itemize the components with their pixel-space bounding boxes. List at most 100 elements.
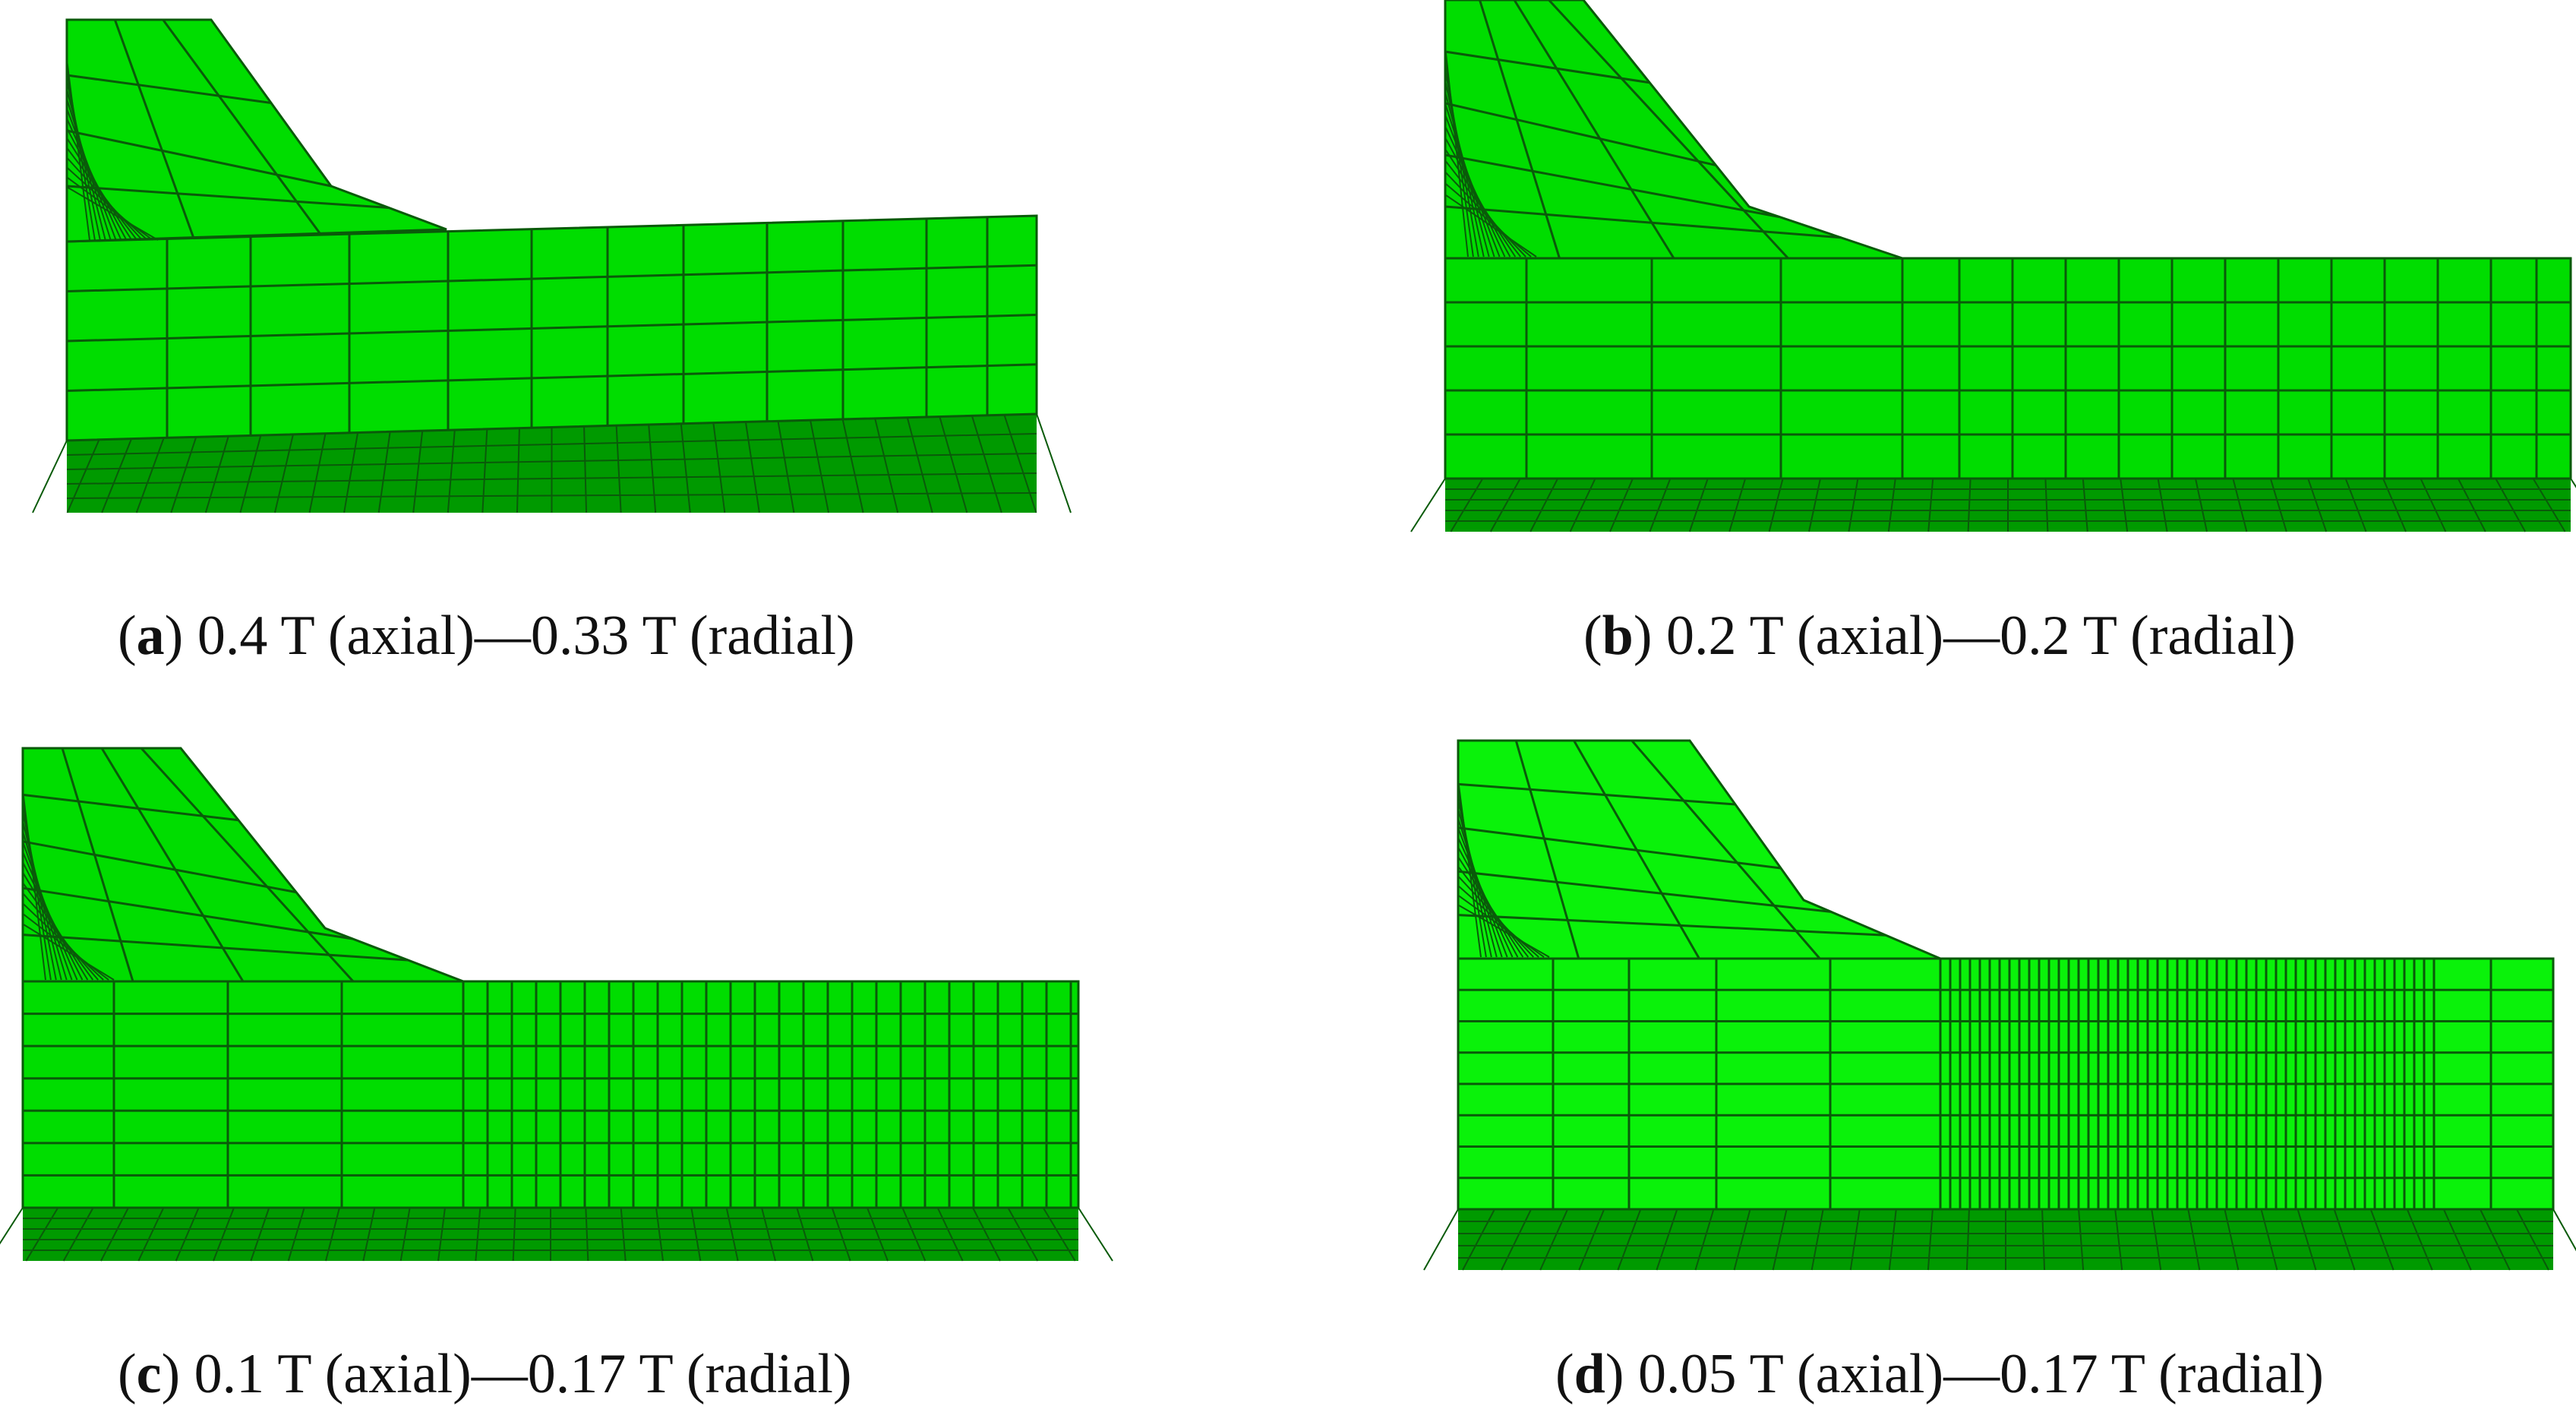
base-mesh-col bbox=[377, 431, 391, 513]
base-mesh-col bbox=[1728, 478, 1747, 532]
weld-mesh-row bbox=[1444, 50, 1650, 84]
base-plate-d bbox=[1423, 1208, 2576, 1271]
base-mesh-col bbox=[1501, 1208, 1533, 1271]
base-mesh-col bbox=[761, 1207, 776, 1262]
plate-mesh-row bbox=[66, 363, 1037, 392]
root-fan-line bbox=[22, 872, 89, 981]
root-fan-line bbox=[22, 902, 104, 981]
plate-mesh-row bbox=[66, 264, 1037, 292]
weld-mesh-col bbox=[113, 19, 195, 239]
base-mesh-col bbox=[32, 440, 68, 513]
weld-mesh-row bbox=[66, 185, 390, 209]
base-mesh-col bbox=[100, 1207, 129, 1262]
root-fan-line bbox=[66, 186, 159, 241]
base-mesh-col bbox=[2457, 478, 2486, 532]
base-mesh-col bbox=[0, 1207, 24, 1245]
base-mesh-col bbox=[137, 1207, 165, 1262]
root-fine-mesh-c bbox=[22, 790, 115, 981]
base-mesh-col bbox=[2114, 1208, 2123, 1271]
base-mesh-col bbox=[2157, 478, 2168, 532]
base-mesh-col bbox=[1887, 478, 1896, 532]
base-mesh-col bbox=[585, 1207, 589, 1262]
weld-wedge-fill-c bbox=[21, 747, 464, 983]
weld-wedge-fill-d bbox=[1457, 739, 1941, 960]
base-mesh-col bbox=[1489, 478, 1521, 532]
base-mesh-col bbox=[2552, 1208, 2576, 1252]
weld-wedge-fill-a bbox=[65, 18, 447, 243]
base-mesh-col bbox=[2420, 478, 2447, 532]
root-fan-line bbox=[22, 882, 94, 981]
base-mesh-col bbox=[2151, 1208, 2162, 1271]
root-fine-mesh-b bbox=[1444, 46, 1537, 257]
base-mesh-col bbox=[712, 422, 726, 513]
base-mesh-col bbox=[1772, 1208, 1788, 1271]
base-mesh-col bbox=[2344, 478, 2367, 532]
base-mesh-col bbox=[213, 1207, 235, 1262]
base-mesh-col bbox=[2406, 1208, 2433, 1271]
base-mesh-col bbox=[1768, 478, 1784, 532]
base-mesh-col bbox=[1848, 478, 1859, 532]
base-mesh-col bbox=[1423, 1208, 1459, 1271]
weld-mesh-col bbox=[61, 747, 134, 982]
base-mesh-col bbox=[620, 1207, 627, 1262]
weld-mesh-row bbox=[1457, 914, 1886, 937]
weld-mesh-col bbox=[1631, 740, 1821, 959]
caption-text-d: 0.05 T (axial)—0.17 T (radial) bbox=[1637, 1343, 2324, 1405]
weld-mesh-row bbox=[66, 129, 332, 188]
weld-mesh-col bbox=[1513, 0, 1675, 259]
weld-mesh-row bbox=[66, 74, 272, 104]
base-mesh-col bbox=[583, 426, 588, 513]
base-mesh-col bbox=[343, 432, 359, 513]
weld-mesh-col bbox=[140, 747, 355, 983]
root-fan-line bbox=[22, 923, 115, 981]
base-mesh-col bbox=[1617, 1208, 1642, 1271]
weld-mesh-col bbox=[1573, 740, 1700, 959]
root-fan-line bbox=[1457, 894, 1545, 958]
base-mesh-col bbox=[810, 419, 830, 513]
base-mesh-col bbox=[2570, 478, 2576, 488]
weld-mesh-row bbox=[1444, 205, 1842, 239]
base-mesh-col bbox=[2187, 1208, 2201, 1271]
base-mesh-col bbox=[66, 439, 100, 513]
base-mesh-col bbox=[512, 1207, 516, 1262]
root-fan-line bbox=[1457, 866, 1530, 958]
weld-mesh-row bbox=[22, 886, 353, 940]
weld-mesh-col bbox=[100, 747, 245, 982]
base-mesh-col bbox=[725, 1207, 739, 1262]
base-mesh-col bbox=[1888, 1208, 1897, 1271]
base-mesh-col bbox=[62, 1207, 94, 1262]
mesh-panel-c bbox=[0, 747, 1113, 1262]
base-mesh-col bbox=[1810, 1208, 1824, 1271]
root-fan-line bbox=[66, 166, 148, 241]
base-mesh-col bbox=[1927, 1208, 1934, 1271]
base-mesh-col bbox=[1450, 478, 1484, 532]
base-plate-b bbox=[1410, 478, 2576, 532]
weld-mesh-col bbox=[162, 19, 321, 235]
base-mesh-col bbox=[325, 1207, 340, 1262]
base-mesh-col bbox=[796, 1207, 814, 1262]
base-mesh-col bbox=[831, 1207, 851, 1262]
base-mesh-col bbox=[287, 1207, 305, 1262]
base-mesh-col bbox=[655, 1207, 664, 1262]
base-mesh-col bbox=[1609, 478, 1634, 532]
base-mesh-col bbox=[2269, 478, 2287, 532]
weld-wedge-a bbox=[65, 18, 447, 243]
base-mesh-col bbox=[2442, 1208, 2472, 1271]
base-mesh-col bbox=[2041, 1208, 2046, 1271]
base-mesh-col bbox=[1078, 1207, 1113, 1262]
base-mesh-col bbox=[308, 433, 327, 513]
base-mesh-col bbox=[170, 437, 197, 513]
plate-a bbox=[65, 214, 1038, 442]
base-mesh-col bbox=[437, 1207, 446, 1262]
root-fan-line bbox=[1457, 885, 1539, 958]
caption-text-c: 0.1 T (axial)—0.17 T (radial) bbox=[194, 1343, 852, 1405]
base-mesh-col bbox=[475, 1207, 481, 1262]
weld-mesh-row bbox=[22, 934, 409, 962]
caption-letter-b: b bbox=[1602, 605, 1634, 667]
mesh-panel-a bbox=[32, 18, 1072, 513]
base-mesh-col bbox=[25, 1207, 59, 1262]
base-mesh-col bbox=[1578, 1208, 1605, 1271]
base-mesh-col bbox=[2495, 478, 2527, 532]
base-mesh-col bbox=[1003, 414, 1037, 513]
weld-mesh-row bbox=[22, 840, 297, 894]
